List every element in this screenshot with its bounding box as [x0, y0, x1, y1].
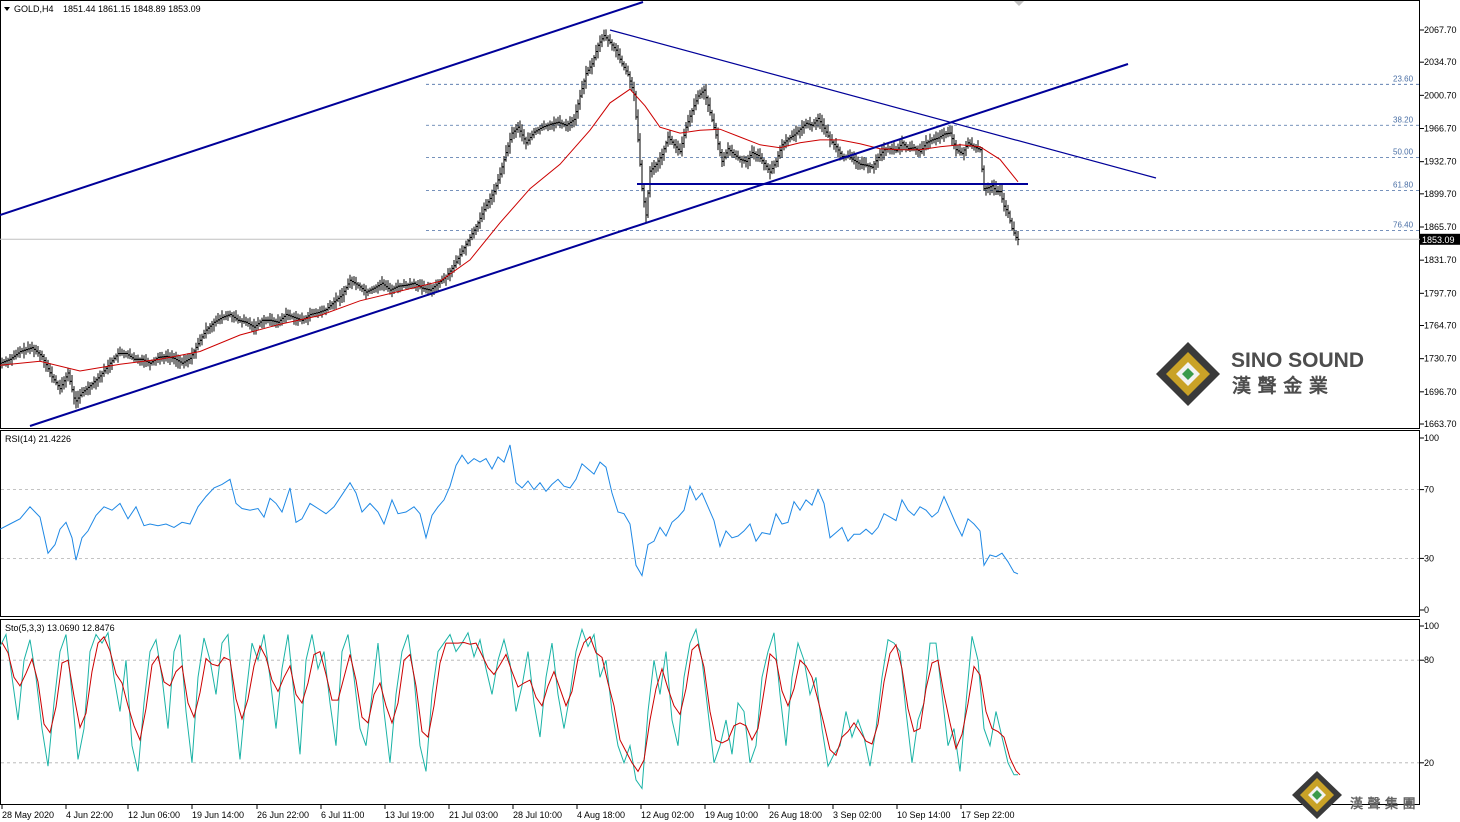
time-tick-label: 3 Sep 02:00	[833, 810, 882, 820]
descending-trendline[interactable]	[609, 29, 1157, 179]
shift-marker-icon[interactable]	[1014, 1, 1024, 6]
stochastic-signal-line	[1, 635, 1021, 776]
price-tick-label: 1865.70	[1424, 222, 1457, 232]
stochastic-axis: 100 80 20	[1, 621, 1439, 768]
current-price-badge: 1853.09	[1420, 233, 1460, 245]
time-tick-label: 13 Jul 19:00	[385, 810, 434, 820]
upper-channel-line[interactable]	[0, 1, 644, 216]
time-tick-label: 6 Jul 11:00	[321, 810, 364, 820]
sto-tick-label: 100	[1424, 621, 1439, 631]
ohlc-label: 1851.44 1861.15 1848.89 1853.09	[63, 4, 201, 14]
price-candles	[0, 29, 1020, 409]
group-logo: 漢 聲 集 團	[1292, 771, 1416, 819]
time-tick-label: 28 May 2020	[2, 810, 54, 820]
diamond-logo-icon	[1156, 342, 1220, 406]
chevron-down-icon[interactable]	[4, 7, 10, 11]
rsi-tick-label: 100	[1424, 433, 1439, 443]
sto-tick-label: 80	[1424, 655, 1434, 665]
logo-chinese-text: 漢 聲 金 業	[1232, 374, 1329, 397]
time-tick-label: 17 Sep 22:00	[961, 810, 1015, 820]
fibonacci-levels: 23.60 38.20 50.00 61.80 76.40	[426, 74, 1419, 232]
rsi-pane[interactable]	[0, 430, 1420, 617]
stochastic-main-line	[0, 627, 1018, 790]
stochastic-pane[interactable]	[0, 619, 1420, 805]
price-axis: 2067.70 2034.70 2000.70 1966.70 1932.70 1899.…	[1420, 25, 1457, 429]
time-tick-label: 4 Jun 22:00	[66, 810, 113, 820]
price-tick-label: 1730.70	[1424, 354, 1457, 364]
price-tick-label: 1663.70	[1424, 419, 1457, 429]
time-tick-label: 26 Aug 18:00	[769, 810, 822, 820]
svg-text:1853.09: 1853.09	[1422, 235, 1455, 245]
symbol-label: GOLD,H4	[14, 4, 54, 14]
sino-sound-logo: SINO SOUND 漢 聲 金 業	[1156, 342, 1364, 406]
time-tick-label: 26 Jun 22:00	[257, 810, 309, 820]
price-tick-label: 1966.70	[1424, 124, 1457, 134]
price-tick-label: 1831.70	[1424, 255, 1457, 265]
time-tick-label: 12 Aug 02:00	[641, 810, 694, 820]
rsi-axis: 100 70 30 0	[1, 433, 1439, 615]
sto-tick-label: 20	[1424, 758, 1434, 768]
time-tick-label: 12 Jun 06:00	[128, 810, 180, 820]
rsi-line	[0, 444, 1019, 578]
trendlines[interactable]	[0, 1, 1157, 427]
price-tick-label: 1899.70	[1424, 189, 1457, 199]
price-tick-label: 1932.70	[1424, 157, 1457, 167]
rsi-label: RSI(14) 21.4226	[5, 434, 71, 444]
rsi-tick-label: 0	[1424, 605, 1429, 615]
time-tick-label: 28 Jul 10:00	[513, 810, 562, 820]
fib-level-label: 38.20	[1393, 115, 1414, 124]
fib-level-label: 50.00	[1393, 147, 1414, 156]
time-tick-label: 21 Jul 03:00	[449, 810, 498, 820]
diamond-small-logo-icon	[1292, 771, 1342, 819]
price-tick-label: 1764.70	[1424, 321, 1457, 331]
price-tick-label: 1797.70	[1424, 288, 1457, 298]
logo-group-text: 漢 聲 集 團	[1350, 796, 1416, 812]
rsi-tick-label: 30	[1424, 553, 1434, 563]
time-tick-label: 10 Sep 14:00	[897, 810, 951, 820]
stochastic-label: Sto(5,3,3) 13.0690 12.8476	[5, 623, 115, 633]
fib-level-label: 61.80	[1393, 181, 1414, 190]
price-tick-label: 1696.70	[1424, 387, 1457, 397]
rsi-tick-label: 70	[1424, 485, 1434, 495]
fib-level-label: 76.40	[1393, 221, 1414, 230]
time-tick-label: 4 Aug 18:00	[577, 810, 625, 820]
fib-level-label: 23.60	[1393, 74, 1414, 83]
time-tick-label: 19 Aug 10:00	[705, 810, 758, 820]
logo-english-text: SINO SOUND	[1231, 349, 1364, 372]
moving-average-line	[0, 88, 1019, 372]
price-tick-label: 2034.70	[1424, 57, 1457, 67]
lower-channel-line[interactable]	[29, 63, 1129, 427]
price-tick-label: 2000.70	[1424, 90, 1457, 100]
time-tick-label: 19 Jun 14:00	[192, 810, 244, 820]
price-tick-label: 2067.70	[1424, 25, 1457, 35]
time-axis: 28 May 2020 4 Jun 22:00 12 Jun 06:00 19 Jun…	[1, 805, 1015, 820]
